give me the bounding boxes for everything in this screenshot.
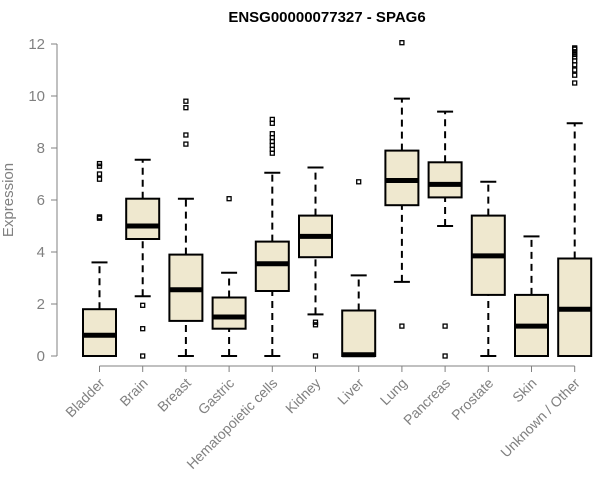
- box-iqr: [254, 240, 290, 293]
- box-gastric: [211, 196, 247, 357]
- x-tick-label: Liver: [334, 375, 367, 408]
- box-breast: [168, 98, 204, 357]
- outlier-point: [140, 353, 146, 359]
- outlier-point: [312, 319, 319, 325]
- box-iqr: [211, 296, 247, 330]
- outlier-point: [226, 196, 232, 202]
- y-tick-label: 8: [37, 140, 45, 157]
- box-iqr: [384, 149, 420, 207]
- x-tick-label: Skin: [509, 375, 540, 406]
- x-tick-label: Gastric: [195, 375, 238, 418]
- x-tick-label: Unknown / Other: [497, 375, 583, 461]
- box-prostate: [470, 180, 506, 357]
- plot-area: [82, 40, 593, 359]
- box-brain: [125, 158, 161, 359]
- x-tick-label: Pancreas: [400, 375, 453, 428]
- x-tick-label: Lung: [377, 375, 410, 408]
- y-tick-label: 12: [28, 36, 45, 53]
- outlier-point: [140, 302, 146, 308]
- outlier-point: [96, 214, 103, 220]
- box-pancreas: [427, 110, 463, 359]
- box-kidney: [298, 166, 333, 359]
- chart-title: ENSG00000077327 - SPAG6: [228, 9, 425, 26]
- outlier-point: [269, 131, 275, 137]
- box-unknown-other: [557, 45, 593, 357]
- outlier-point: [572, 67, 578, 73]
- box-skin: [514, 235, 549, 357]
- y-tick-label: 6: [37, 192, 45, 209]
- box-iqr: [82, 308, 117, 358]
- outlier-point: [572, 72, 578, 78]
- box-iqr: [427, 161, 463, 199]
- y-axis-label: Expression: [0, 163, 17, 237]
- y-tick-label: 4: [37, 244, 45, 261]
- outlier-point: [183, 105, 189, 111]
- outlier-point: [183, 141, 189, 147]
- outlier-point: [356, 179, 362, 185]
- box-hematopoietic-cells: [254, 116, 290, 357]
- outlier-point: [442, 353, 448, 359]
- outlier-point: [140, 326, 146, 332]
- x-tick-label: Bladder: [62, 375, 108, 421]
- outlier-point: [183, 98, 189, 104]
- outlier-point: [183, 132, 189, 138]
- outlier-point: [96, 176, 103, 182]
- outlier-point: [96, 160, 103, 167]
- y-tick-label: 2: [37, 296, 45, 313]
- box-liver: [341, 179, 377, 358]
- box-bladder: [82, 160, 117, 358]
- outlier-point: [269, 116, 275, 123]
- y-tick-label: 10: [28, 88, 45, 105]
- box-iqr: [341, 309, 377, 357]
- y-tick-label: 0: [37, 348, 45, 365]
- outlier-point: [442, 323, 448, 329]
- y-axis: 0 2 4 6 8 10 12: [28, 36, 58, 365]
- x-tick-label: Brain: [116, 375, 150, 409]
- outlier-point: [572, 80, 578, 86]
- outlier-point: [399, 40, 405, 46]
- outlier-point: [96, 171, 103, 177]
- outlier-point: [399, 323, 405, 329]
- x-tick-label: Prostate: [448, 375, 496, 423]
- box-lung: [384, 40, 420, 329]
- x-tick-label: Breast: [154, 375, 194, 415]
- box-iqr: [125, 197, 161, 240]
- outlier-point: [572, 45, 578, 51]
- x-tick-label: Kidney: [282, 375, 324, 417]
- outlier-point: [312, 353, 319, 359]
